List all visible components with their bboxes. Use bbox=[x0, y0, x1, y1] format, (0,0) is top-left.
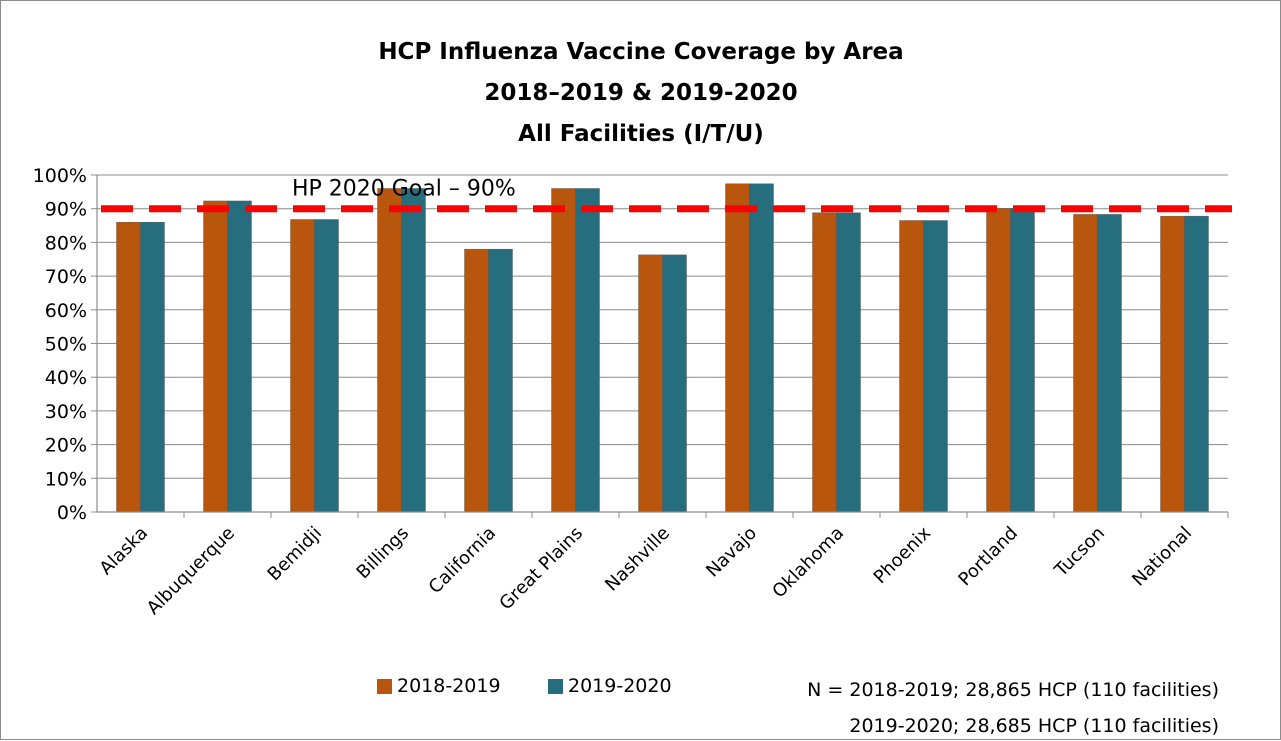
bar-2019-2020-billings bbox=[401, 188, 426, 513]
y-tick-label: 80% bbox=[45, 232, 87, 254]
y-tick-label: 20% bbox=[45, 435, 87, 457]
chart-title: HCP Influenza Vaccine Coverage by Area 2… bbox=[378, 39, 903, 147]
bar-2019-2020-oklahoma bbox=[836, 212, 861, 513]
bar-2018-2019-oklahoma bbox=[812, 212, 837, 513]
y-tick-label: 50% bbox=[45, 334, 87, 356]
bar-2019-2020-california bbox=[488, 248, 513, 513]
bar-2018-2019-california bbox=[464, 248, 489, 513]
legend-label: 2018-2019 bbox=[397, 675, 501, 697]
x-category-label: Oklahoma bbox=[768, 523, 848, 603]
bar-2018-2019-tucson bbox=[1073, 214, 1098, 513]
note-line-2: 2019-2020; 28,685 HCP (110 facilities) bbox=[849, 715, 1219, 737]
bar-2018-2019-nashville bbox=[638, 254, 663, 513]
y-tick-label: 100% bbox=[33, 165, 87, 187]
x-category-label: Portland bbox=[954, 523, 1022, 591]
bar-2019-2020-bemidji bbox=[314, 219, 339, 513]
x-category-label: Nashville bbox=[601, 523, 674, 596]
bar-2019-2020-alaska bbox=[140, 221, 165, 513]
bar-2018-2019-great-plains bbox=[551, 188, 576, 513]
legend-label: 2019-2020 bbox=[568, 675, 672, 697]
bar-2019-2020-national bbox=[1184, 215, 1209, 513]
x-category-label: Alaska bbox=[96, 523, 152, 579]
chart-title-line-1: HCP Influenza Vaccine Coverage by Area bbox=[378, 39, 903, 65]
chart-title-line-2: 2018–2019 & 2019-2020 bbox=[484, 80, 797, 106]
x-category-label: Bemidji bbox=[264, 523, 327, 586]
bar-2019-2020-nashville bbox=[662, 254, 687, 513]
bar-series bbox=[116, 183, 1209, 513]
x-category-label: Great Plains bbox=[495, 523, 587, 615]
bar-2019-2020-navajo bbox=[749, 183, 774, 513]
y-tick-label: 0% bbox=[57, 502, 87, 524]
bar-2018-2019-billings bbox=[377, 188, 402, 513]
bar-2019-2020-phoenix bbox=[923, 220, 948, 513]
y-tick-label: 40% bbox=[45, 367, 87, 389]
sample-size-notes: N = 2018-2019; 28,865 HCP (110 facilitie… bbox=[807, 679, 1219, 737]
y-axis-ticks: 0% 10% 20% 30% 40% 50% 60% 70% 80% 90% 100% bbox=[33, 165, 97, 524]
y-tick-label: 10% bbox=[45, 468, 87, 490]
x-category-label: Navajo bbox=[702, 523, 761, 582]
note-line-1: N = 2018-2019; 28,865 HCP (110 facilitie… bbox=[807, 679, 1219, 701]
bar-2019-2020-tucson bbox=[1097, 214, 1122, 513]
goal-line-group: HP 2020 Goal – 90% bbox=[101, 177, 1232, 213]
bar-2018-2019-phoenix bbox=[899, 220, 924, 513]
x-category-label: Tucson bbox=[1050, 523, 1109, 582]
bar-2019-2020-portland bbox=[1010, 208, 1035, 513]
legend: 2018-2019 2019-2020 bbox=[377, 675, 672, 697]
bar-2018-2019-navajo bbox=[725, 183, 750, 513]
x-category-label: Phoenix bbox=[870, 522, 936, 588]
x-category-label: California bbox=[425, 523, 500, 598]
y-tick-label: 60% bbox=[45, 300, 87, 322]
legend-swatch-2019-2020 bbox=[548, 679, 563, 694]
bar-2018-2019-portland bbox=[986, 208, 1011, 513]
y-tick-label: 90% bbox=[45, 199, 87, 221]
legend-swatch-2018-2019 bbox=[377, 679, 392, 694]
chart-title-line-3: All Facilities (I/T/U) bbox=[518, 121, 764, 147]
bar-2018-2019-alaska bbox=[116, 221, 141, 513]
bar-2019-2020-albuquerque bbox=[227, 200, 252, 513]
bar-2018-2019-national bbox=[1160, 215, 1185, 513]
bar-2018-2019-albuquerque bbox=[203, 200, 228, 513]
y-tick-label: 30% bbox=[45, 401, 87, 423]
bar-2019-2020-great-plains bbox=[575, 188, 600, 513]
y-tick-label: 70% bbox=[45, 266, 87, 288]
x-category-label: Albuquerque bbox=[143, 523, 239, 619]
goal-label: HP 2020 Goal – 90% bbox=[292, 177, 516, 202]
axes bbox=[96, 175, 1229, 518]
x-category-label: National bbox=[1128, 523, 1196, 591]
bar-2018-2019-bemidji bbox=[290, 219, 315, 513]
x-category-label: Billings bbox=[353, 523, 414, 584]
